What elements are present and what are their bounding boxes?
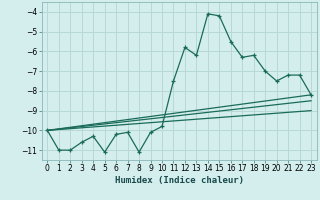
X-axis label: Humidex (Indice chaleur): Humidex (Indice chaleur) (115, 176, 244, 185)
